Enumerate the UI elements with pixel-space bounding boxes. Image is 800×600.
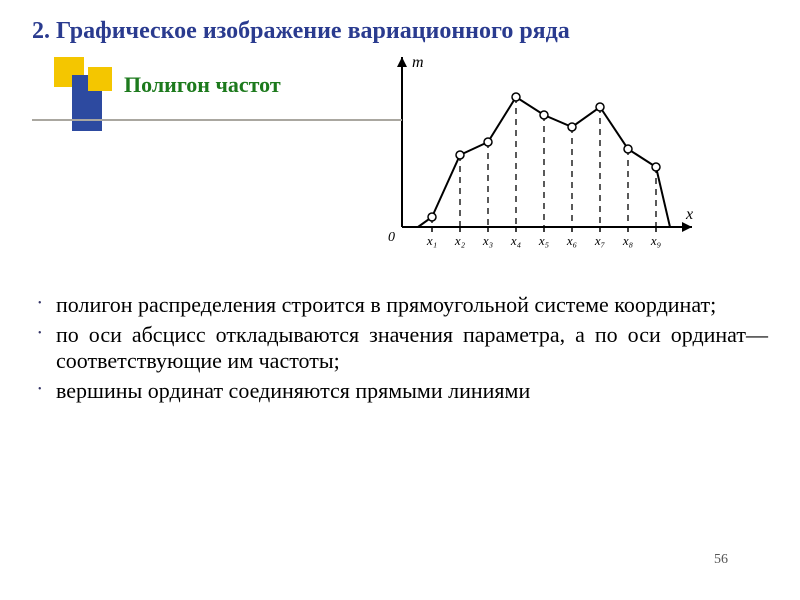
list-item: вершины ординат соединяются прямыми лини… — [38, 378, 768, 404]
svg-text:x₅: x₅ — [538, 233, 549, 248]
page-number: 56 — [714, 552, 728, 568]
bottom-crop — [0, 582, 800, 600]
chart-svg: m x 0 x₁ x₂ x₃ x₄ x₅ x₆ x₇ x₈ x₉ — [382, 47, 712, 257]
page-title: 2. Графическое изображение вариационного… — [32, 18, 768, 45]
chart-subtitle: Полигон частот — [124, 72, 281, 98]
slide-root: 2. Графическое изображение вариационного… — [0, 0, 800, 600]
decorative-blocks: Полигон частот — [32, 57, 372, 127]
svg-text:x₉: x₉ — [650, 233, 661, 248]
bullet-list: полигон распределения строится в прямоуг… — [32, 292, 768, 404]
deco-rule — [32, 119, 402, 121]
frequency-polygon-chart: m x 0 x₁ x₂ x₃ x₄ x₅ x₆ x₇ x₈ x₉ — [382, 47, 712, 262]
svg-text:x₄: x₄ — [510, 233, 522, 248]
svg-text:x₈: x₈ — [622, 233, 634, 248]
svg-text:x₃: x₃ — [482, 233, 493, 248]
svg-text:0: 0 — [388, 230, 395, 245]
upper-row: Полигон частот m x 0 x₁ x₂ x₃ x₄ x₅ x₆ x₇ x₈ x₉ — [32, 57, 768, 262]
list-item: по оси абсцисс откладываются значения па… — [38, 322, 768, 374]
svg-text:x₇: x₇ — [594, 233, 606, 248]
svg-text:x: x — [685, 206, 693, 223]
svg-text:x₂: x₂ — [454, 233, 466, 248]
svg-text:m: m — [412, 54, 424, 71]
svg-text:x₁: x₁ — [426, 233, 437, 248]
list-item: полигон распределения строится в прямоуг… — [38, 292, 768, 318]
svg-text:x₆: x₆ — [566, 233, 577, 248]
deco-yellow-2 — [88, 67, 112, 91]
body-text: полигон распределения строится в прямоуг… — [32, 292, 768, 404]
